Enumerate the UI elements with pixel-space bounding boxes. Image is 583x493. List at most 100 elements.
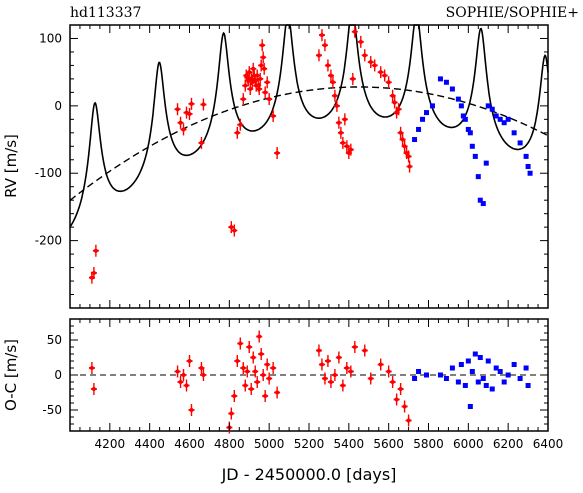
data-point-sophie-plus [523, 365, 529, 371]
data-point-sophie-plus [493, 113, 499, 119]
data-point-sophie-plus [462, 383, 468, 388]
data-point-sophie [186, 107, 193, 120]
data-point-sophie-plus [465, 126, 471, 132]
data-point-sophie-plus [467, 130, 473, 136]
data-point-sophie [347, 365, 354, 378]
data-point-sophie [331, 89, 338, 102]
x-tick-label: 6200 [493, 437, 524, 451]
data-point-sophie [188, 97, 195, 110]
data-point-sophie-plus [489, 106, 495, 112]
data-point-sophie-plus [501, 120, 507, 126]
data-point-sophie-plus [475, 379, 481, 385]
data-point-sophie [377, 66, 384, 79]
data-point-sophie [186, 355, 193, 367]
data-point-sophie [335, 116, 342, 129]
data-point-sophie [274, 147, 281, 160]
x-tick-label: 5000 [254, 437, 285, 451]
data-point-sophie-plus [469, 143, 475, 149]
data-point-sophie [361, 344, 368, 357]
data-point-sophie-plus [527, 170, 533, 176]
data-point-sophie [228, 407, 235, 420]
data-point-sophie [341, 113, 348, 126]
data-point-sophie [270, 109, 277, 122]
data-point-sophie [401, 140, 408, 153]
data-point-sophie [246, 66, 253, 79]
x-tick-label: 4600 [174, 437, 205, 451]
data-point-sophie [240, 362, 247, 374]
data-point-sophie-plus [420, 116, 426, 122]
data-point-sophie [249, 76, 256, 89]
data-point-sophie [198, 136, 205, 149]
data-point-sophie [321, 372, 328, 385]
data-point-sophie-plus [525, 164, 531, 169]
data-point-sophie-plus [475, 174, 481, 180]
data-point-sophie [351, 25, 358, 38]
x-tick-label: 4800 [214, 437, 245, 451]
data-point-sophie [351, 341, 358, 353]
data-point-sophie [257, 72, 264, 85]
data-point-sophie-plus [517, 376, 523, 381]
data-point-sophie-plus [467, 404, 473, 409]
x-tick-label: 5400 [334, 437, 365, 451]
data-point-sophie [395, 103, 402, 116]
data-point-sophie-plus [472, 153, 478, 159]
data-point-sophie [405, 414, 412, 427]
x-tick-label: 4400 [134, 437, 165, 451]
data-point-sophie [270, 362, 277, 374]
data-point-sophie [337, 126, 344, 139]
data-point-sophie-plus [517, 140, 523, 146]
data-point-sophie [237, 337, 244, 350]
data-point-sophie-plus [460, 113, 466, 119]
data-point-sophie-plus [505, 372, 511, 378]
data-point-sophie-plus [511, 362, 517, 367]
data-point-sophie-plus [455, 96, 461, 102]
data-point-sophie [264, 76, 271, 89]
data-point-sophie [385, 76, 392, 89]
data-point-sophie-plus [458, 362, 464, 367]
data-point-sophie [361, 49, 368, 62]
data-point-sophie-plus [525, 383, 531, 388]
data-point-sophie-plus [485, 103, 491, 109]
data-point-sophie [256, 330, 263, 343]
data-point-sophie-plus [480, 201, 486, 207]
data-point-sophie [240, 93, 247, 106]
data-point-sophie [343, 140, 350, 153]
data-point-sophie [339, 136, 346, 149]
data-point-sophie [256, 83, 263, 96]
data-point-sophie [385, 365, 392, 378]
data-point-sophie-plus [455, 379, 461, 385]
data-point-sophie [180, 123, 187, 136]
model-curve-full [69, 24, 549, 228]
residuals-ticks: 4200 4400 4600 4800 5000 5200 5400 5600 5800 6000… [42, 318, 564, 451]
data-point-sophie [333, 99, 340, 112]
data-point-sophie-plus [480, 376, 486, 381]
data-point-sophie [174, 103, 181, 116]
residuals-y-axis-label: O-C [m/s] [2, 339, 20, 411]
data-point-sophie [90, 266, 97, 279]
data-point-sophie [347, 143, 354, 156]
data-point-sophie [180, 369, 187, 381]
y-tick-label: 0 [54, 368, 62, 382]
residuals-data-points [88, 330, 531, 434]
data-point-sophie [237, 118, 244, 131]
data-point-sophie [315, 49, 322, 62]
y-tick-label: 0 [54, 99, 62, 113]
x-tick-label: 6400 [533, 437, 564, 451]
data-point-sophie-plus [412, 376, 418, 381]
data-point-sophie-plus [449, 365, 455, 371]
data-point-sophie-plus [469, 369, 475, 374]
data-point-sophie [183, 379, 190, 392]
data-point-sophie [259, 39, 266, 52]
data-point-sophie [406, 160, 413, 173]
y-tick-label: -50 [42, 403, 62, 417]
data-point-sophie [274, 386, 281, 399]
data-point-sophie-plus [477, 197, 483, 203]
data-point-sophie [327, 376, 334, 388]
data-point-sophie [327, 69, 334, 82]
data-point-sophie [343, 362, 350, 374]
data-point-sophie [331, 369, 338, 381]
data-point-sophie [250, 351, 257, 364]
data-point-sophie [254, 376, 261, 388]
data-point-sophie-plus [523, 153, 529, 159]
